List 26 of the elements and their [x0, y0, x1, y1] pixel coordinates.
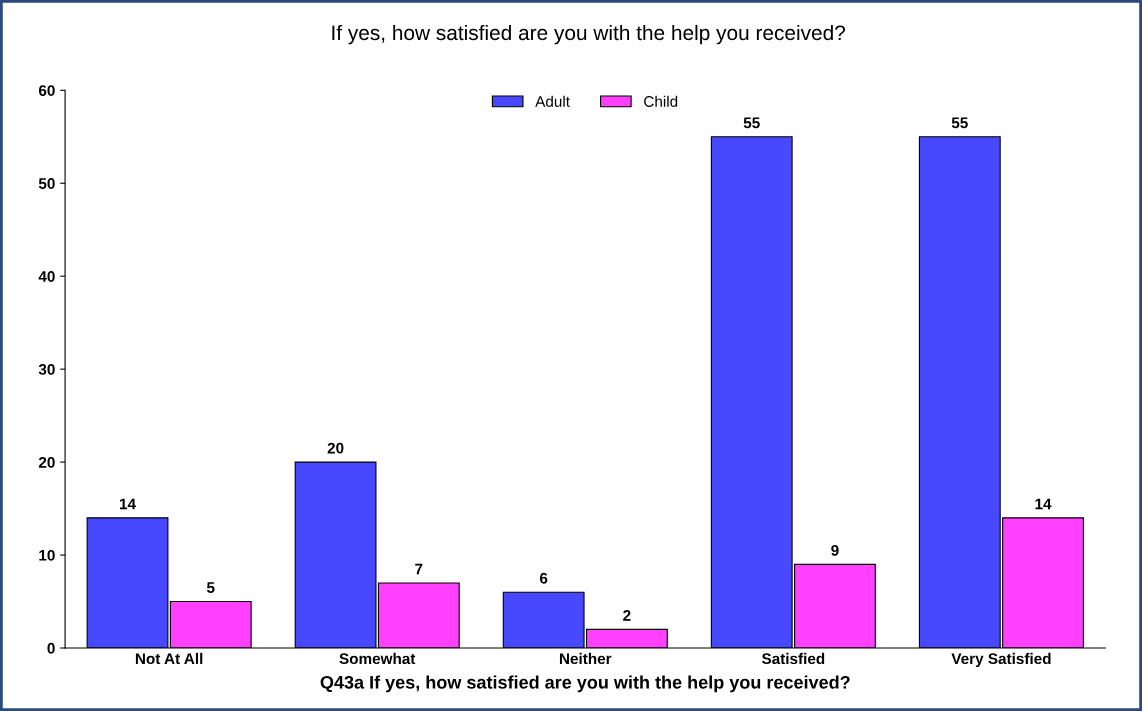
data-label: 7	[415, 563, 423, 575]
y-tick-label: 20	[38, 456, 55, 468]
data-label: 55	[951, 117, 968, 129]
y-tick-label: 30	[38, 364, 55, 375]
y-tick-label: 60	[38, 85, 55, 96]
data-label: 5	[206, 582, 215, 593]
data-label: 9	[831, 544, 839, 556]
legend-label: Child	[644, 95, 678, 107]
x-tick-label: Neither	[559, 652, 612, 665]
x-axis-title: Q43a If yes, how satisfied are you with the help you received?	[320, 675, 850, 693]
y-tick-label: 10	[39, 549, 55, 561]
data-label: 2	[623, 610, 631, 621]
data-label: 6	[539, 572, 548, 584]
x-tick-label: Very Satisfied	[951, 652, 1051, 668]
data-label: 14	[119, 498, 136, 510]
x-tick-label: Somewhat	[339, 652, 416, 665]
data-label: 20	[327, 442, 344, 454]
x-tick-label: Satisfied	[761, 652, 825, 665]
chart-title: If yes, how satisfied are you with the help you received?	[332, 24, 846, 45]
y-tick-label: 40	[38, 271, 55, 282]
data-label: 55	[743, 117, 760, 129]
data-label: 14	[1035, 498, 1052, 510]
y-tick-label: 0	[47, 642, 55, 654]
x-tick-label: Not At All	[135, 652, 203, 665]
y-tick-label: 50	[38, 178, 55, 189]
legend-label: Adult	[535, 95, 570, 107]
